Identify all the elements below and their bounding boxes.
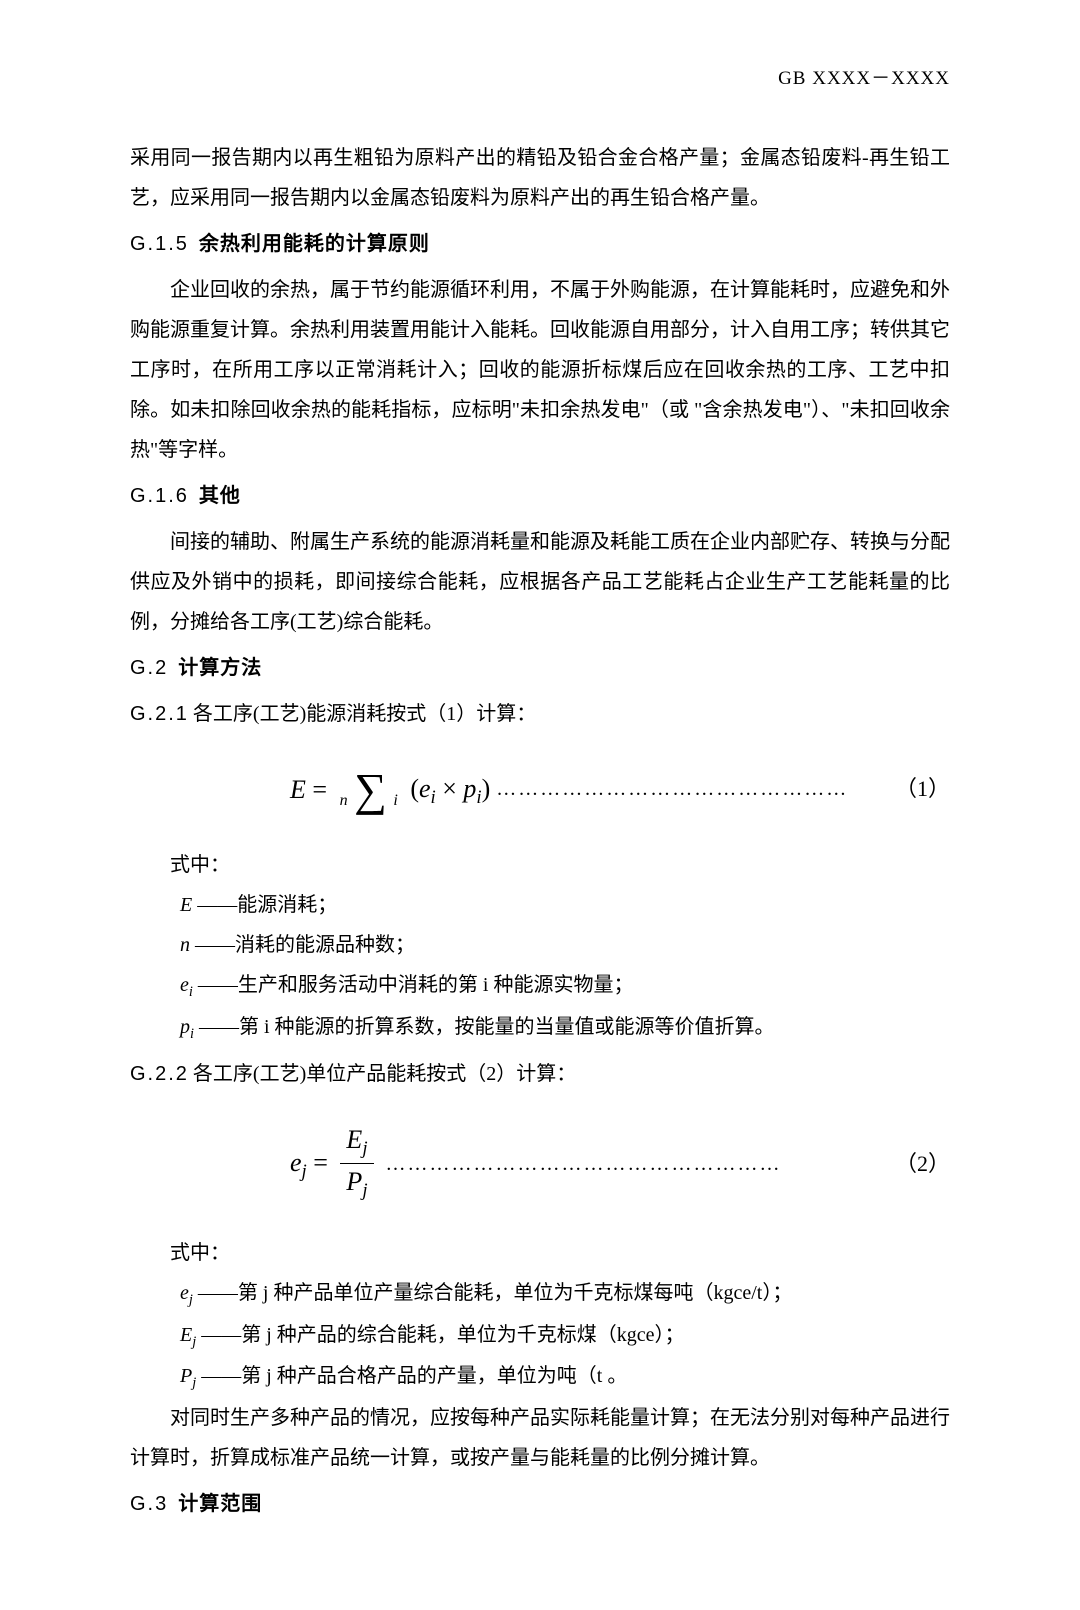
equation-1: E = n ∑ i (ei × pi) ………………………………………… （1） <box>130 762 950 817</box>
sigma: n ∑ i <box>340 770 398 810</box>
fraction: Ej Pj <box>340 1122 373 1204</box>
def-sub: j <box>192 1375 196 1391</box>
def-text: ——能源消耗； <box>197 894 337 916</box>
def-text: ——第 j 种产品合格产品的产量，单位为吨（t 。 <box>201 1365 627 1387</box>
def-sym: n <box>180 934 190 956</box>
eq-p: p <box>463 774 476 803</box>
where-label-2: 式中： <box>130 1233 950 1273</box>
def-item: E ——能源消耗； <box>180 885 950 925</box>
def-sub: j <box>192 1334 196 1350</box>
sigma-symbol: ∑ <box>354 764 387 815</box>
eq-number: （1） <box>895 767 950 811</box>
def-text: ——第 j 种产品单位产量综合能耗，单位为千克标煤每吨（kgce/t）； <box>198 1282 792 1304</box>
def-sym: p <box>180 1016 190 1038</box>
sigma-top: n <box>340 792 348 809</box>
frac-den: P <box>346 1167 362 1196</box>
heading-title: 各工序(工艺)单位产品能耗按式（2）计算： <box>193 1063 576 1085</box>
frac-num-sub: j <box>362 1139 367 1160</box>
heading-number: G.3 <box>130 1493 168 1515</box>
definitions-2: ej ——第 j 种产品单位产量综合能耗，单位为千克标煤每吨（kgce/t）； … <box>180 1273 950 1398</box>
def-text: ——第 i 种能源的折算系数，按能量的当量值或能源等价值折算。 <box>199 1016 775 1038</box>
def-text: ——第 j 种产品的综合能耗，单位为千克标煤（kgce）； <box>201 1324 684 1346</box>
eq-dots: ……………………………………………… <box>380 1144 895 1184</box>
definitions-1: E ——能源消耗； n ——消耗的能源品种数； ei ——生产和服务活动中消耗的… <box>180 885 950 1049</box>
heading-title: 各工序(工艺)能源消耗按式（1）计算： <box>193 703 536 725</box>
where-label: 式中： <box>130 845 950 885</box>
def-sub: i <box>189 984 193 1000</box>
heading-number: G.2 <box>130 657 168 679</box>
eq-e-sub: i <box>431 787 436 808</box>
eq-lhs-sub: j <box>302 1161 307 1182</box>
heading-number: G.2.2 <box>130 1063 189 1085</box>
def-text: ——生产和服务活动中消耗的第 i 种能源实物量； <box>198 974 634 996</box>
frac-num: E <box>346 1125 362 1154</box>
def-sym: e <box>180 1282 189 1304</box>
def-item: pi ——第 i 种能源的折算系数，按能量的当量值或能源等价值折算。 <box>180 1007 950 1049</box>
heading-g22: G.2.2各工序(工艺)单位产品能耗按式（2）计算： <box>130 1054 950 1094</box>
eq-number: （2） <box>895 1142 950 1186</box>
def-sym: P <box>180 1365 192 1387</box>
equation-2: ej = Ej Pj ……………………………………………… （2） <box>130 1122 950 1204</box>
page: GB XXXX－XXXX 采用同一报告期内以再生粗铅为原料产出的精铅及铅合金合格… <box>0 0 1080 1610</box>
g15-paragraph: 企业回收的余热，属于节约能源循环利用，不属于外购能源，在计算能耗时，应避免和外购… <box>130 270 950 470</box>
eq-lhs: E <box>290 775 306 804</box>
tail-paragraph: 对同时生产多种产品的情况，应按每种产品实际耗能量计算；在无法分别对每种产品进行计… <box>130 1398 950 1478</box>
eq-e: e <box>419 774 431 803</box>
g16-paragraph: 间接的辅助、附属生产系统的能源消耗量和能源及耗能工质在企业内部贮存、转换与分配供… <box>130 522 950 642</box>
def-item: Pj ——第 j 种产品合格产品的产量，单位为吨（t 。 <box>180 1356 950 1398</box>
eq-p-sub: i <box>476 787 481 808</box>
eq-body: ej = Ej Pj <box>290 1122 380 1204</box>
heading-title: 计算范围 <box>178 1493 262 1515</box>
sigma-bottom: i <box>393 792 397 809</box>
def-sym: E <box>180 1324 192 1346</box>
eq-lhs: e <box>290 1148 302 1177</box>
def-item: n ——消耗的能源品种数； <box>180 925 950 965</box>
def-item: Ej ——第 j 种产品的综合能耗，单位为千克标煤（kgce）； <box>180 1315 950 1357</box>
heading-g3: G.3 计算范围 <box>130 1484 950 1524</box>
heading-title: 其他 <box>199 485 241 507</box>
def-sub: j <box>189 1292 193 1308</box>
doc-code: GB XXXX－XXXX <box>130 60 950 98</box>
heading-title: 余热利用能耗的计算原则 <box>199 233 430 255</box>
heading-number: G.2.1 <box>130 703 189 725</box>
def-item: ej ——第 j 种产品单位产量综合能耗，单位为千克标煤每吨（kgce/t）； <box>180 1273 950 1315</box>
def-text: ——消耗的能源品种数； <box>195 934 415 956</box>
def-sub: i <box>190 1026 194 1042</box>
def-item: ei ——生产和服务活动中消耗的第 i 种能源实物量； <box>180 965 950 1007</box>
heading-g2: G.2 计算方法 <box>130 648 950 688</box>
heading-number: G.1.6 <box>130 485 189 507</box>
heading-g15: G.1.5 余热利用能耗的计算原则 <box>130 224 950 264</box>
def-sym: E <box>180 894 192 916</box>
heading-number: G.1.5 <box>130 233 189 255</box>
intro-paragraph: 采用同一报告期内以再生粗铅为原料产出的精铅及铅合金合格产量；金属态铅废料-再生铅… <box>130 138 950 218</box>
def-sym: e <box>180 974 189 996</box>
eq-body: E = n ∑ i (ei × pi) <box>290 762 490 817</box>
heading-g16: G.1.6 其他 <box>130 476 950 516</box>
heading-g21: G.2.1各工序(工艺)能源消耗按式（1）计算： <box>130 694 950 734</box>
heading-title: 计算方法 <box>178 657 262 679</box>
frac-den-sub: j <box>362 1180 367 1201</box>
eq-dots: ………………………………………… <box>490 769 895 809</box>
